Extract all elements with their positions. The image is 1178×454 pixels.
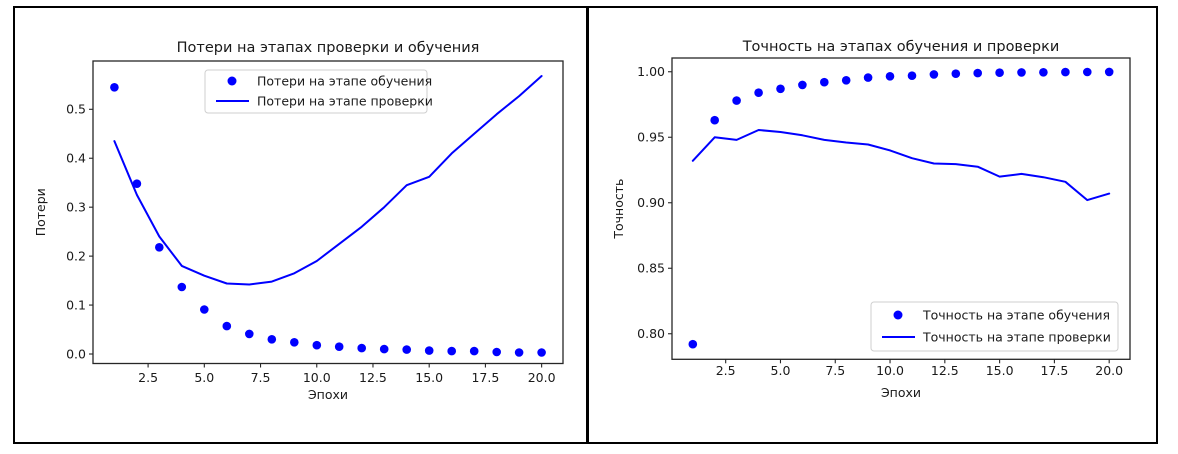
- data-point: [222, 321, 232, 331]
- data-point: [334, 342, 344, 352]
- x-axis-label: Эпохи: [308, 387, 348, 402]
- legend-label: Потери на этапе проверки: [257, 93, 433, 108]
- x-tick-label: 10.0: [303, 370, 331, 385]
- y-tick-label: 0.4: [66, 151, 86, 166]
- x-tick-label: 15.0: [986, 363, 1014, 378]
- val-series-line: [691, 129, 1111, 202]
- data-point: [155, 243, 164, 252]
- y-tick-label: 0.95: [637, 130, 665, 145]
- data-point: [492, 347, 502, 357]
- data-point: [885, 72, 895, 81]
- loss-chart: 2.5 5.0 7.5 10.0 12.5 15.0 17.5 20.0 0.0 0.1 0.2 0.…: [33, 40, 564, 402]
- data-point: [929, 70, 939, 79]
- data-point: [177, 282, 187, 292]
- y-tick-label: 1.00: [637, 64, 665, 79]
- y-tick-label: 0.90: [637, 195, 665, 210]
- x-tick-label: 12.5: [931, 363, 959, 378]
- cell-divider: [586, 6, 589, 444]
- data-point: [424, 346, 434, 355]
- data-point: [469, 346, 479, 356]
- data-point: [951, 69, 961, 78]
- legend-dot-marker: [893, 310, 903, 320]
- data-point: [1104, 67, 1114, 77]
- x-axis-label: Эпохи: [881, 385, 921, 400]
- x-tick-label: 17.5: [471, 370, 499, 385]
- val-series-line: [113, 75, 543, 286]
- y-axis-label: Точность: [611, 179, 626, 240]
- data-point: [995, 68, 1004, 77]
- x-tick-label: 20.0: [1095, 363, 1123, 378]
- data-point: [267, 335, 277, 344]
- data-point: [110, 83, 119, 92]
- chart-title: Потери на этапах проверки и обучения: [177, 40, 480, 56]
- data-point: [537, 348, 546, 357]
- data-point: [710, 115, 719, 125]
- y-tick-label: 0.1: [66, 297, 86, 312]
- data-point: [200, 305, 209, 314]
- x-tick-label: 10.0: [876, 363, 904, 378]
- x-tick-label: 5.0: [771, 363, 791, 378]
- legend-box: [870, 301, 1119, 352]
- data-point: [290, 338, 299, 347]
- data-point: [841, 76, 851, 85]
- data-point: [1017, 68, 1026, 77]
- data-point: [798, 80, 807, 90]
- legend-label: Точность на этапе обучения: [922, 307, 1110, 322]
- data-point: [776, 84, 785, 94]
- accuracy-chart: 2.5 5.0 7.5 10.0 12.5 15.0 17.5 20.0 0.80 0.85 0.9…: [611, 39, 1131, 400]
- data-point: [754, 88, 763, 97]
- legend-label: Потери на этапе обучения: [257, 73, 432, 88]
- x-tick-label: 7.5: [825, 363, 845, 378]
- data-point: [863, 73, 873, 82]
- data-point: [1039, 68, 1048, 77]
- data-point: [907, 71, 917, 80]
- x-tick-label: 12.5: [359, 370, 387, 385]
- y-tick-label: 0.80: [637, 326, 665, 341]
- data-point: [1083, 67, 1092, 77]
- y-tick-label: 0.0: [66, 346, 86, 361]
- data-point: [357, 343, 367, 353]
- chart-title: Точность на этапах обучения и проверки: [742, 39, 1060, 55]
- data-point: [514, 348, 524, 357]
- train-series-dots: [110, 83, 546, 357]
- legend-box: [204, 69, 428, 114]
- data-point: [312, 340, 322, 350]
- y-axis-label: Потери: [33, 188, 48, 236]
- y-tick-label: 0.3: [66, 199, 86, 214]
- x-tick-label: 20.0: [528, 370, 556, 385]
- data-point: [379, 344, 389, 354]
- data-point: [820, 77, 829, 87]
- y-tick-label: 0.2: [66, 248, 86, 263]
- data-point: [973, 68, 982, 78]
- y-tick-label: 0.85: [637, 261, 665, 276]
- data-point: [732, 96, 741, 105]
- x-tick-label: 17.5: [1040, 363, 1068, 378]
- x-tick-label: 5.0: [194, 370, 214, 385]
- data-point: [688, 339, 698, 349]
- data-point: [447, 346, 457, 356]
- data-point: [402, 345, 412, 354]
- data-point: [132, 179, 142, 188]
- x-tick-label: 15.0: [415, 370, 443, 385]
- x-tick-label: 7.5: [251, 370, 271, 385]
- train-series-dots: [688, 67, 1114, 349]
- data-point: [245, 329, 254, 339]
- y-tick-label: 0.5: [66, 102, 86, 117]
- legend-label: Точность на этапе проверки: [922, 329, 1111, 344]
- x-tick-label: 2.5: [716, 363, 736, 378]
- legend-dot-marker: [227, 76, 237, 86]
- data-point: [1061, 67, 1070, 77]
- x-tick-label: 2.5: [138, 370, 158, 385]
